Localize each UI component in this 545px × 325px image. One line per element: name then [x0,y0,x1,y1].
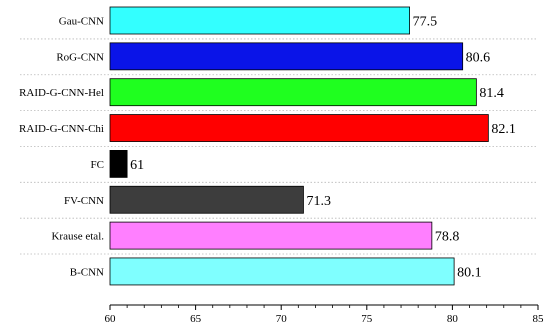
value-label: 61 [130,158,144,173]
value-label: 71.3 [306,194,331,209]
value-labels: 77.5 80.6 81.4 82.1 61 71.3 78.8 80.1 [130,15,516,281]
bars [109,6,489,286]
x-tick-label: 80 [447,313,459,325]
category-label: RAID-G-CNN-Hel [19,87,104,99]
category-label: RAID-G-CNN-Chi [19,123,104,135]
category-label: Gau-CNN [59,16,104,28]
x-tick-label: 70 [276,313,288,325]
value-label: 82.1 [491,122,516,137]
bar [109,257,455,286]
gridlines [20,38,538,255]
bar [109,42,464,71]
category-label: FV-CNN [64,195,104,207]
category-label: RoG-CNN [56,51,104,63]
value-label: 80.6 [466,50,491,65]
bar [109,114,489,142]
x-tick-label: 85 [533,313,545,325]
category-label: B-CNN [70,266,104,278]
value-label: 77.5 [413,15,438,30]
x-axis: 60 65 70 75 80 85 [105,304,545,325]
bar [109,185,304,214]
bar [109,149,128,178]
x-tick-label: 75 [361,313,373,325]
category-label: Krause etal. [51,231,104,243]
category-labels: Gau-CNN RoG-CNN RAID-G-CNN-Hel RAID-G-CNN-C… [19,16,104,279]
value-label: 78.8 [435,230,460,245]
value-label: 80.1 [457,265,482,280]
x-tick-label: 65 [190,313,202,325]
category-label: FC [91,159,104,171]
bar [109,78,477,107]
x-tick-label: 60 [105,313,117,325]
bar [109,221,433,250]
bar [109,6,411,35]
value-label: 81.4 [479,86,504,101]
